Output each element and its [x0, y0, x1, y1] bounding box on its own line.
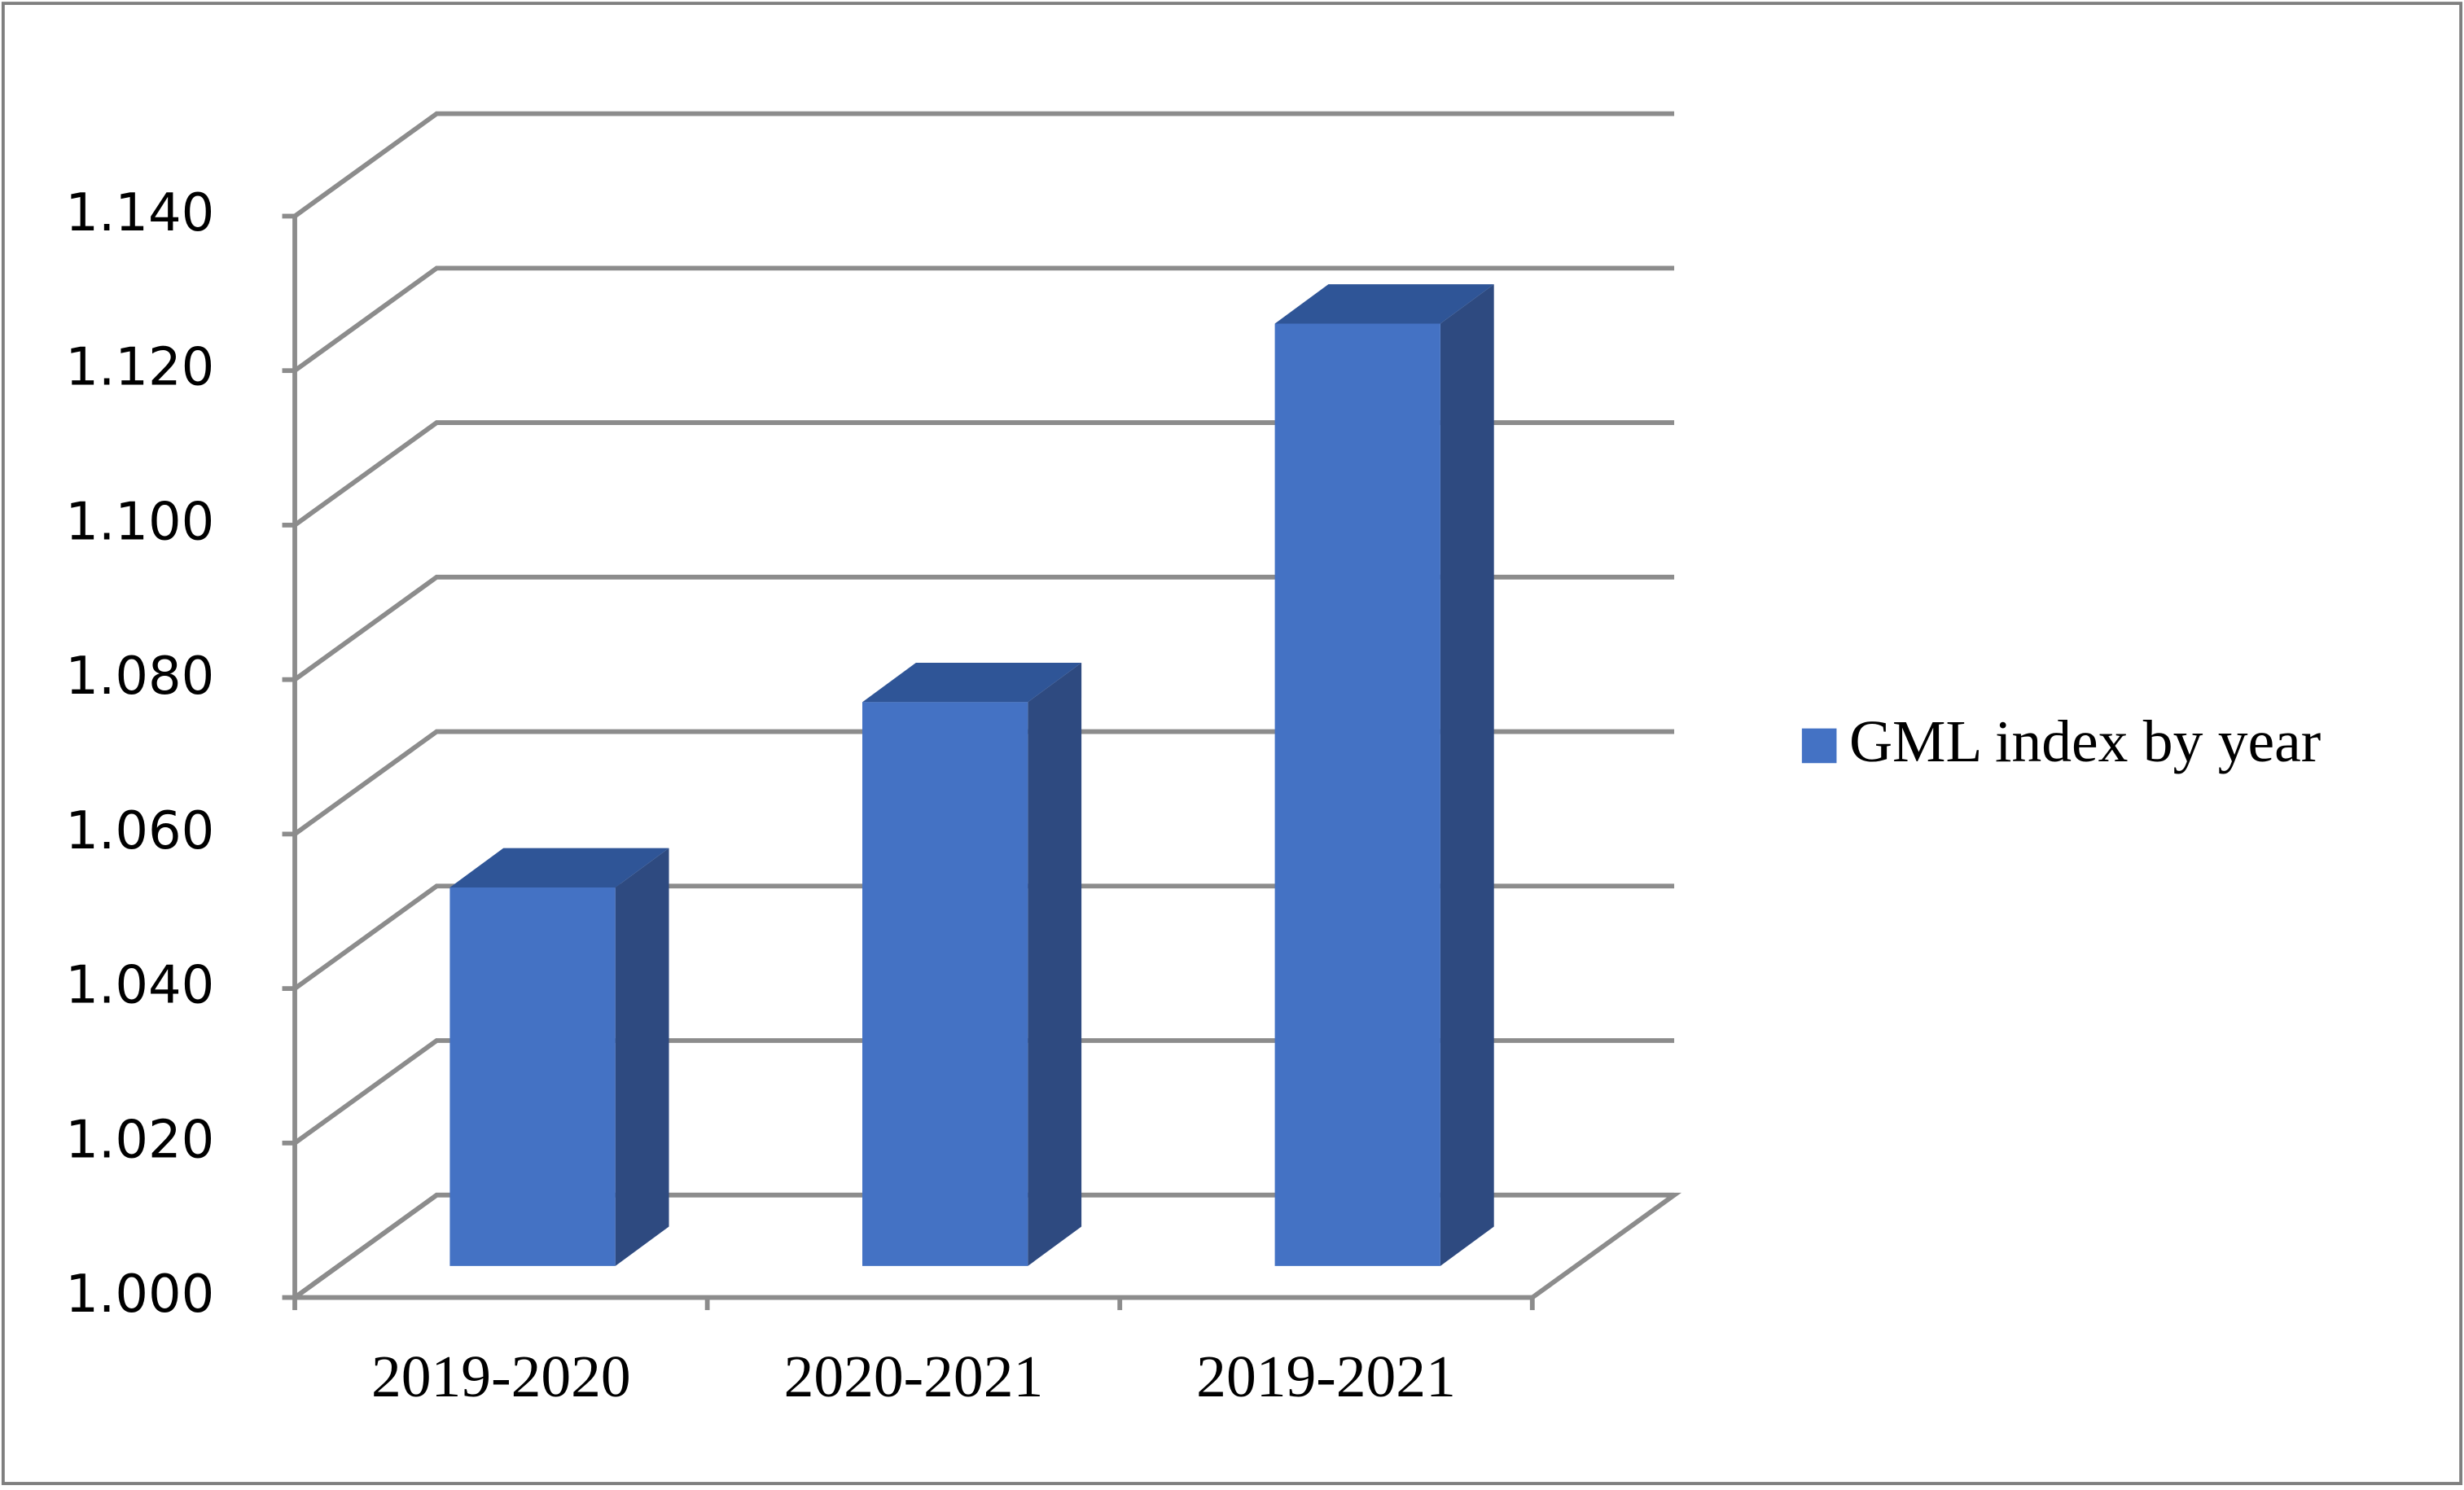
y-tick-label: 1.040 — [65, 956, 214, 1016]
x-tick-label: 2019-2021 — [1196, 1343, 1456, 1409]
grid-line — [293, 1192, 1675, 1299]
bar — [449, 887, 616, 1266]
grid-line — [293, 265, 1675, 373]
bar — [1274, 323, 1440, 1266]
grid-line — [293, 729, 1675, 836]
y-tick-label: 1.020 — [65, 1110, 214, 1170]
x-tick-label: 2020-2021 — [784, 1343, 1044, 1409]
bar — [862, 702, 1028, 1266]
grid-line — [293, 883, 1675, 991]
y-tick-label: 1.080 — [65, 646, 214, 707]
bar-top — [1274, 284, 1494, 324]
x-tick-label: 2019-2020 — [371, 1343, 631, 1409]
grid-line — [293, 420, 1675, 528]
bar-top — [449, 848, 669, 888]
y-tick-label: 1.100 — [65, 492, 214, 552]
legend-swatch — [1801, 728, 1837, 764]
grid-line — [293, 111, 1675, 218]
bar-side — [615, 848, 669, 1266]
bar-side — [1440, 284, 1494, 1266]
bar-top — [862, 662, 1082, 703]
y-tick-label: 1.140 — [65, 183, 214, 243]
grid-line — [293, 574, 1675, 682]
y-tick-label: 1.060 — [65, 801, 214, 861]
y-tick-label: 1.000 — [65, 1264, 214, 1325]
grid-line — [293, 1038, 1675, 1146]
bar-side — [1028, 662, 1082, 1266]
legend-label: GML index by year — [1849, 708, 2321, 774]
y-tick-label: 1.120 — [65, 338, 214, 398]
